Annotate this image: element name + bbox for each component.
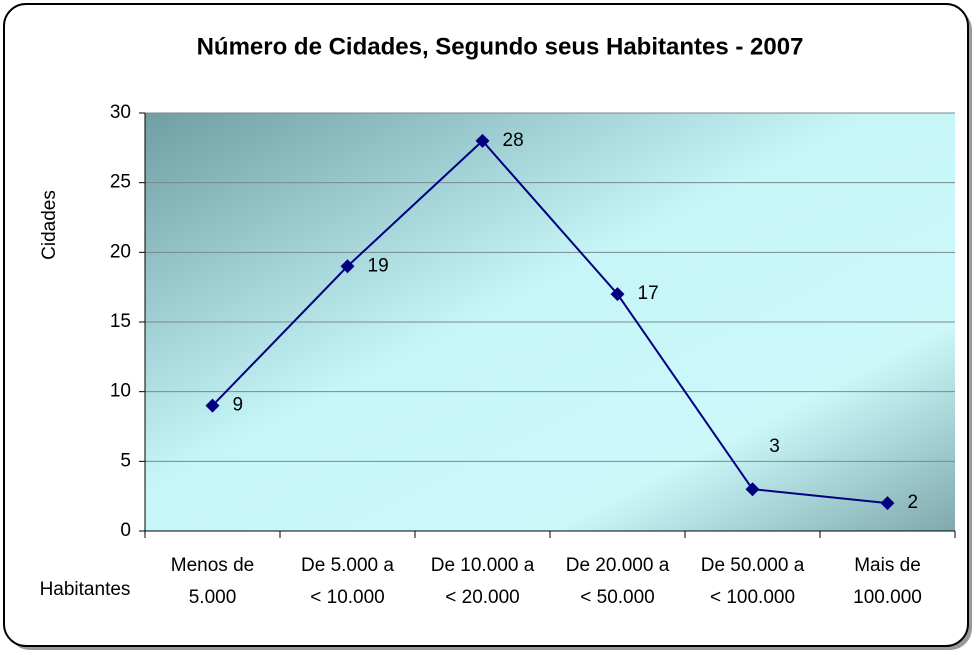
x-tick-label: Menos de 5.000 xyxy=(170,555,255,608)
data-label: 9 xyxy=(233,395,244,416)
y-tick-label: 5 xyxy=(120,450,131,471)
x-tick-label: De 5.000 a < 10.000 xyxy=(301,555,394,608)
marker xyxy=(610,287,625,302)
data-label: 19 xyxy=(368,255,389,276)
x-tick-label: De 10.000 a < 20.000 xyxy=(430,555,535,608)
y-tick-label: 20 xyxy=(110,241,131,262)
marker xyxy=(880,496,895,511)
x-tick-label: De 50.000 a < 100.000 xyxy=(700,555,805,608)
y-tick-label: 10 xyxy=(110,381,131,402)
data-label: 17 xyxy=(638,283,659,304)
marker xyxy=(745,482,760,497)
data-label: 28 xyxy=(503,130,524,151)
chart-title: Número de Cidades, Segundo seus Habitant… xyxy=(197,33,804,60)
y-tick-label: 30 xyxy=(110,102,131,123)
y-axis-label: Cidades xyxy=(39,190,60,260)
x-tick-label: Mais de 100.000 xyxy=(853,555,922,608)
y-tick-label: 15 xyxy=(110,311,131,332)
marker xyxy=(475,133,490,148)
x-tick-label: De 20.000 a < 50.000 xyxy=(565,555,670,608)
marker xyxy=(205,398,220,413)
data-label: 2 xyxy=(908,492,919,513)
marker xyxy=(340,259,355,274)
line xyxy=(211,139,888,505)
y-tick-label: 0 xyxy=(120,520,131,541)
data-label: 3 xyxy=(769,436,780,457)
y-tick-label: 25 xyxy=(110,172,131,193)
x-axis-label: Habitantes xyxy=(40,579,131,600)
